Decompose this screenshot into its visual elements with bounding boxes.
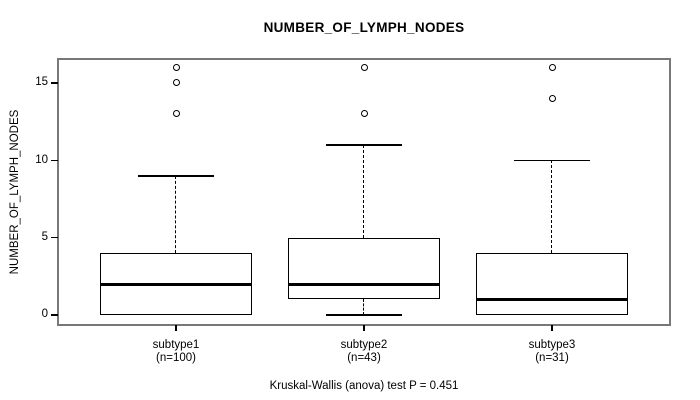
y-axis-tick-label: 5 [41, 231, 48, 244]
y-axis-tick [51, 159, 58, 162]
group-label: subtype1 (n=100) [101, 339, 251, 365]
y-axis-tick [51, 82, 58, 84]
upper-whisker-stem [551, 160, 553, 254]
upper-whisker-cap [514, 159, 590, 162]
group-n-count: (n=43) [347, 352, 381, 364]
iqr-box [288, 237, 440, 300]
group-name: subtype3 [528, 339, 576, 351]
x-axis-tick [363, 325, 365, 331]
chart-title: NUMBER_OF_LYMPH_NODES [263, 20, 465, 35]
x-axis-tick [551, 325, 553, 331]
outlier-point [548, 94, 556, 102]
y-axis-label: NUMBER_OF_LYMPH_NODES [9, 109, 21, 275]
lower-whisker-cap [326, 314, 402, 316]
y-axis-tick [51, 314, 58, 316]
group-n-count: (n=31) [535, 352, 569, 364]
median-line [100, 282, 252, 286]
outlier-point [172, 79, 180, 87]
upper-whisker-cap [326, 144, 402, 146]
upper-whisker-cap [138, 175, 214, 177]
outlier-point [172, 110, 180, 118]
outlier-point [548, 64, 556, 71]
group-n-count: (n=100) [156, 352, 196, 364]
iqr-box [476, 253, 628, 315]
upper-whisker-stem [175, 175, 177, 254]
group-name: subtype1 [152, 339, 200, 351]
group-name: subtype2 [340, 339, 388, 351]
y-axis-tick [51, 236, 58, 239]
outlier-point [172, 64, 180, 71]
y-axis-tick-label: 10 [35, 153, 48, 166]
x-axis-tick [175, 325, 177, 331]
y-axis-tick-label: 0 [41, 308, 48, 321]
group-label: subtype3 (n=31) [477, 339, 627, 365]
group-label: subtype2 (n=43) [289, 339, 439, 365]
stat-test-note: Kruskal-Wallis (anova) test P = 0.451 [269, 380, 459, 392]
y-axis-tick-label: 15 [35, 76, 48, 89]
plot-area: 0 5 10 15 subtype1 (n=100) subtype2 (n=43) subty… [35, 59, 670, 364]
median-line [288, 282, 440, 286]
outlier-point [360, 110, 368, 118]
median-line [476, 297, 628, 301]
outlier-point [360, 64, 368, 71]
upper-whisker-stem [363, 144, 365, 238]
lower-whisker-stem [363, 299, 365, 315]
